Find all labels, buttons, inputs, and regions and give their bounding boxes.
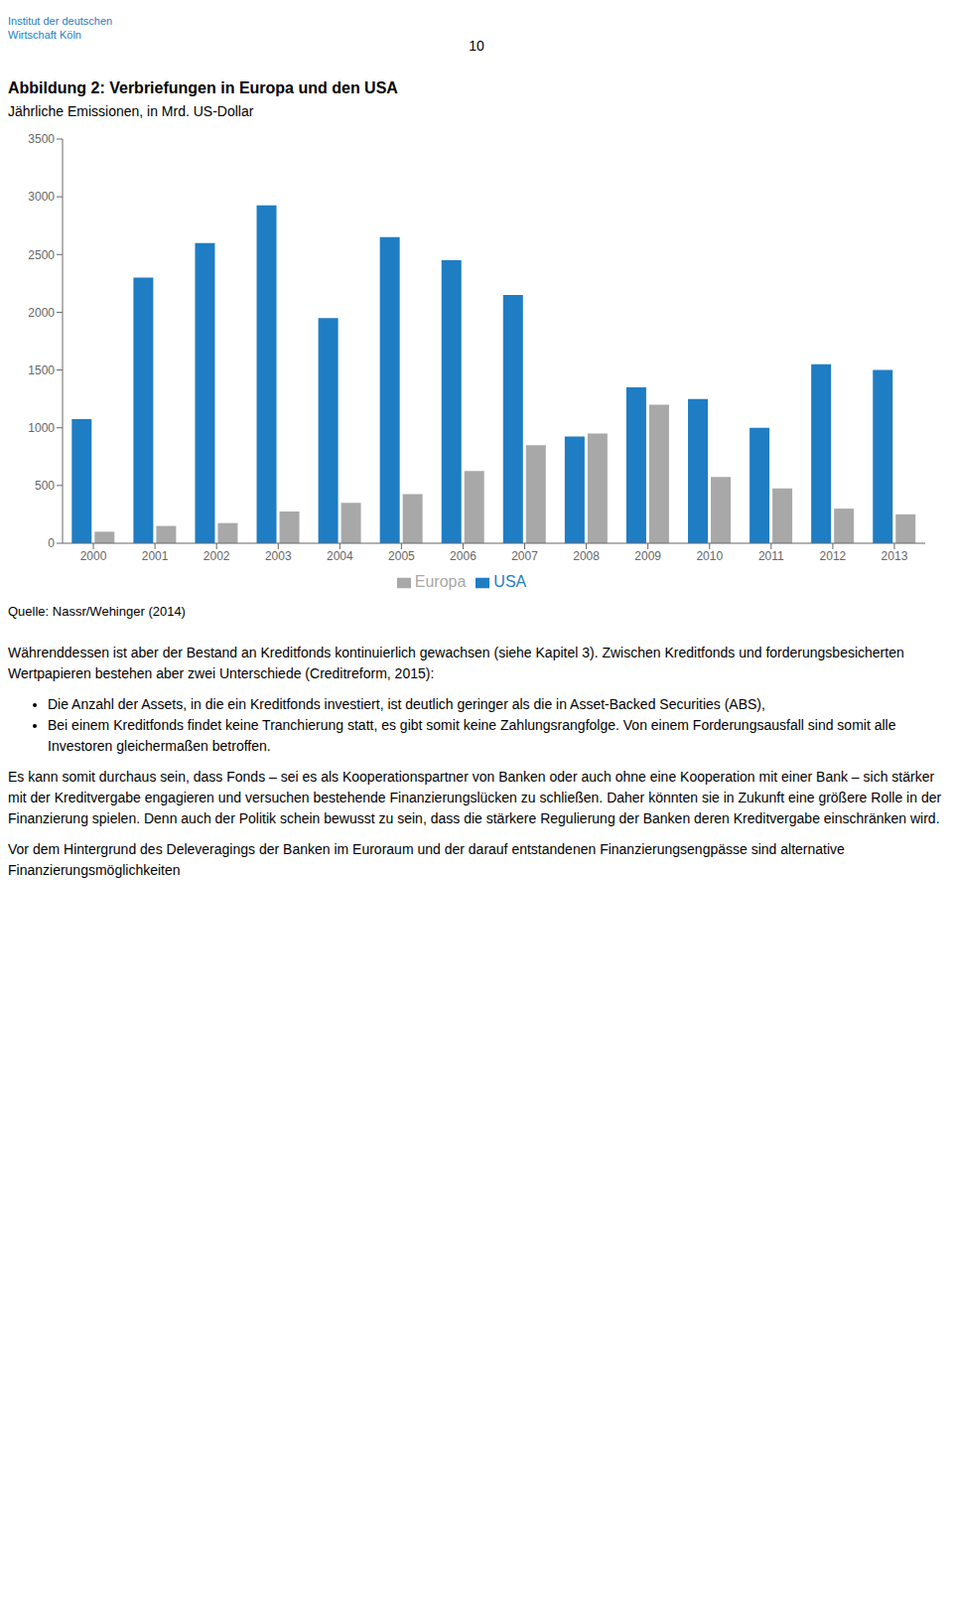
html-text:Es kann somit durchaus sein, d: Es kann somit durchaus sein, dass Fonds … [7,768,942,826]
svg-text:2008: 2008 [572,548,600,563]
svg-text:1500: 1500 [27,363,55,378]
svg-text:2010: 2010 [695,548,723,563]
html-text:Europa: Europa [414,572,466,590]
html-text:Institut der deutschen: Institut der deutschen [7,14,113,27]
svg-text:2011: 2011 [758,548,785,563]
html-text:Abbildung 2: Verbriefungen in: Abbildung 2: Verbriefungen in Europa und… [7,79,398,97]
svg-text:2500: 2500 [27,248,55,263]
svg-text:2013: 2013 [881,548,909,563]
html-text:Quelle: Nassr/Wehinger (2014): Quelle: Nassr/Wehinger (2014) [7,603,186,619]
svg-text:500: 500 [34,478,55,493]
svg-text:2005: 2005 [388,548,415,563]
svg-text:2012: 2012 [819,548,847,563]
svg-text:2006: 2006 [449,548,477,563]
svg-text:2000: 2000 [80,548,108,563]
html-text:Bei einem Kreditfonds findet k: Bei einem Kreditfonds findet keine Tranc… [47,716,896,754]
svg-text:2007: 2007 [511,548,539,563]
html-text:Vor dem Hintergrund des Deleve: Vor dem Hintergrund des Deleveragings de… [7,840,845,878]
svg-text:2009: 2009 [634,548,662,563]
svg-text:2004: 2004 [326,548,354,563]
svg-text:2002: 2002 [203,548,231,563]
svg-text:2003: 2003 [265,548,292,563]
svg-text:2001: 2001 [141,548,169,563]
svg-text:3000: 3000 [27,189,55,204]
html-text:10: 10 [468,37,485,54]
svg-text:3500: 3500 [27,132,55,146]
html-text:Jährliche Emissionen, in Mrd.: Jährliche Emissionen, in Mrd. US-Dollar [7,103,254,120]
svg-text:2000: 2000 [27,305,55,320]
html-text:Währenddessen ist aber der Bes: Währenddessen ist aber der Bestand an Kr… [7,644,905,681]
html-text:Wirtschaft Köln: Wirtschaft Köln [7,28,82,41]
html-text:Die Anzahl der Assets, in die: Die Anzahl der Assets, in die ein Kredit… [47,695,766,712]
html-text:USA: USA [493,572,527,590]
svg-text:0: 0 [47,536,55,550]
svg-text:1000: 1000 [27,420,55,435]
